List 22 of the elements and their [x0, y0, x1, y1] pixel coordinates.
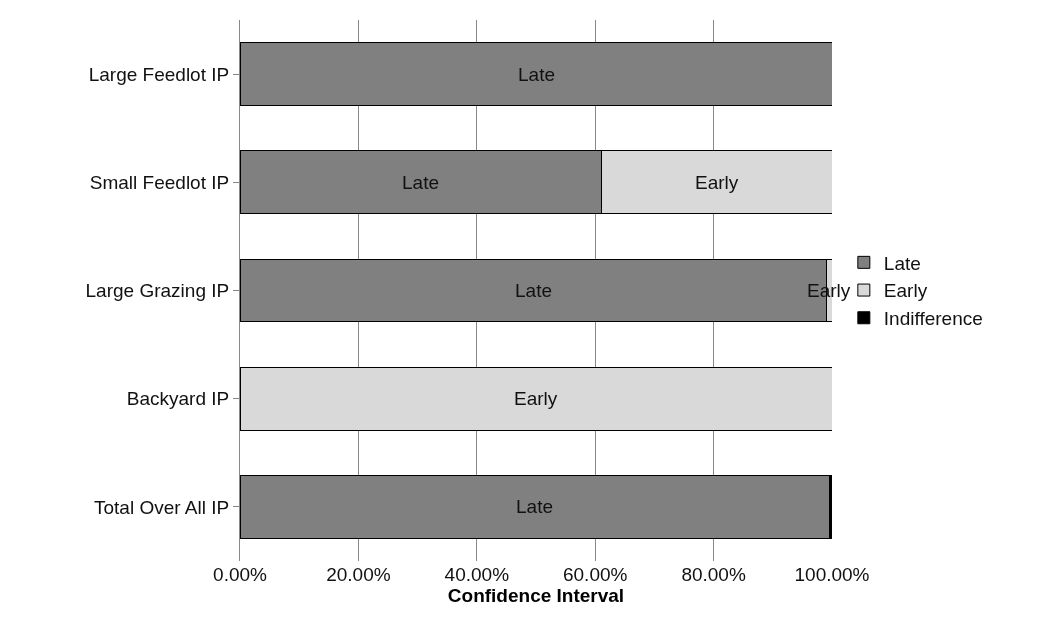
y-tick-label: Small Feedlot IP	[89, 171, 230, 193]
x-tick-label: 20.00%	[326, 564, 391, 585]
bar	[240, 366, 832, 431]
legend-label: Early	[883, 280, 928, 302]
data-label: Early	[695, 172, 739, 193]
y-tick-label: Large Feedlot IP	[88, 63, 230, 85]
legend-label: Indifference	[883, 308, 983, 330]
data-label: Late	[515, 280, 552, 301]
legend-label: Late	[883, 252, 921, 274]
y-tick-label: Total Over All IP	[94, 496, 230, 518]
y-tick-label: Backyard IP	[126, 388, 230, 410]
data-label: Late	[518, 64, 555, 85]
x-tick-label: 60.00%	[562, 564, 628, 585]
x-tick-label: 0.00%	[213, 564, 268, 585]
x-axis-title: Confidence Interval	[447, 585, 625, 606]
x-tick-label: 100.00%	[794, 564, 870, 585]
data-label: Late	[402, 172, 439, 193]
data-label: Early	[514, 388, 558, 409]
y-tick-label: Large Grazing IP	[85, 280, 230, 302]
data-label: Late	[516, 496, 553, 517]
x-tick-label: 40.00%	[444, 564, 510, 585]
x-tick-label: 80.00%	[681, 564, 746, 585]
